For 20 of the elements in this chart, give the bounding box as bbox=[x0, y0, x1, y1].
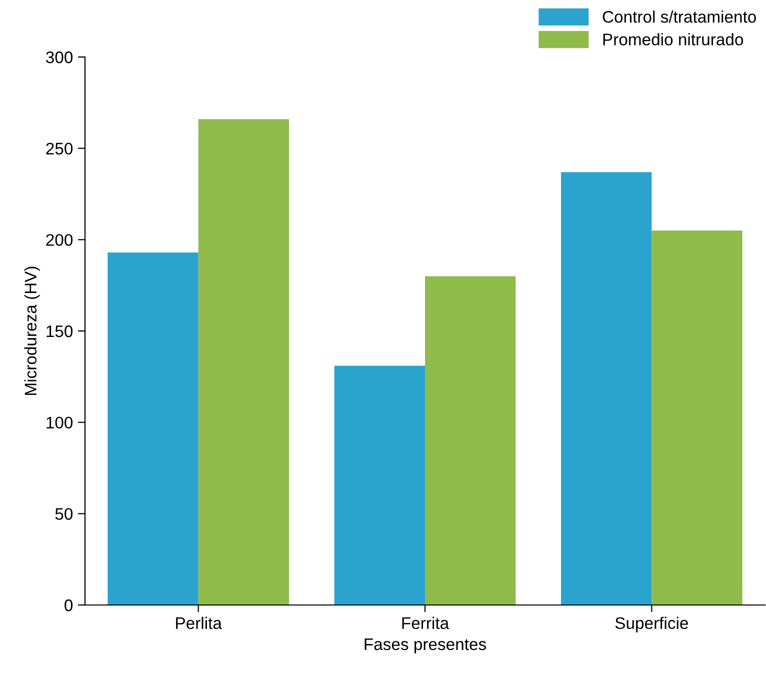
y-tick-label: 0 bbox=[64, 599, 73, 612]
y-tick-label: 250 bbox=[46, 142, 73, 155]
legend-label: Control s/tratamiento bbox=[602, 10, 756, 23]
x-tick-label: Superficie bbox=[615, 616, 688, 632]
x-tick-label: Ferrita bbox=[402, 616, 450, 630]
bar bbox=[334, 366, 425, 605]
bar bbox=[561, 172, 652, 605]
x-tick-label: Perlita bbox=[176, 616, 222, 630]
y-axis-title: Microdureza (HV) bbox=[24, 266, 40, 395]
x-axis-title: Fases presentes bbox=[364, 638, 486, 654]
y-tick-label: 200 bbox=[46, 234, 73, 246]
y-tick-label: 100 bbox=[46, 416, 73, 429]
bar bbox=[652, 230, 742, 605]
legend-label: Promedio nitrurado bbox=[603, 33, 744, 46]
bar bbox=[108, 252, 198, 605]
y-tick-label: 50 bbox=[55, 508, 73, 520]
y-tick-label: 150 bbox=[46, 325, 73, 338]
bar bbox=[425, 276, 516, 605]
y-tick-label: 300 bbox=[46, 51, 73, 64]
bar bbox=[198, 119, 289, 605]
